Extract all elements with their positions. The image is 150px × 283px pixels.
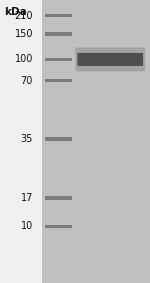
Text: 70: 70 bbox=[21, 76, 33, 86]
Text: kDa: kDa bbox=[4, 7, 27, 17]
FancyBboxPatch shape bbox=[45, 137, 72, 140]
Text: 100: 100 bbox=[15, 54, 33, 65]
Text: 35: 35 bbox=[21, 134, 33, 144]
FancyBboxPatch shape bbox=[45, 32, 72, 36]
FancyBboxPatch shape bbox=[45, 57, 72, 61]
FancyBboxPatch shape bbox=[45, 14, 72, 18]
FancyBboxPatch shape bbox=[75, 48, 145, 71]
Text: 17: 17 bbox=[21, 193, 33, 203]
Text: 150: 150 bbox=[15, 29, 33, 39]
FancyBboxPatch shape bbox=[45, 196, 72, 200]
Text: 10: 10 bbox=[21, 221, 33, 231]
Text: 210: 210 bbox=[15, 10, 33, 21]
FancyBboxPatch shape bbox=[77, 53, 143, 66]
FancyBboxPatch shape bbox=[45, 225, 72, 228]
FancyBboxPatch shape bbox=[42, 0, 150, 283]
FancyBboxPatch shape bbox=[45, 79, 72, 82]
